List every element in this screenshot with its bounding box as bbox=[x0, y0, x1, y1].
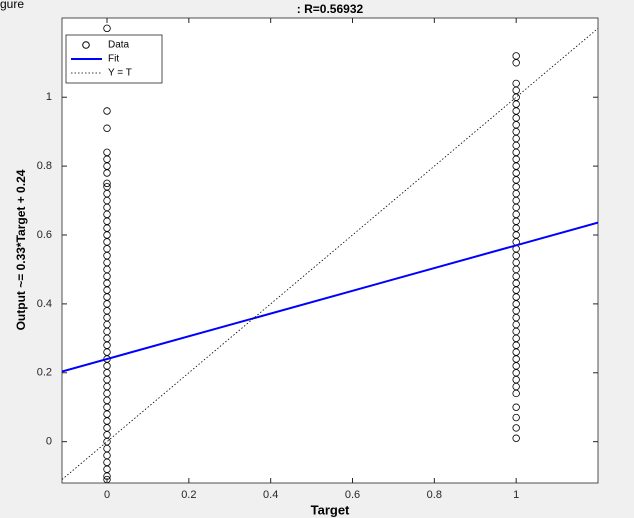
data-point bbox=[512, 389, 520, 398]
series-line bbox=[62, 221, 598, 373]
y-tick-label: 0.2 bbox=[37, 367, 52, 379]
x-tick-label: 0.6 bbox=[345, 489, 360, 501]
chart-title: : R=0.56932 bbox=[297, 2, 364, 16]
legend-label: Y = T bbox=[108, 68, 132, 79]
x-tick-label: 1 bbox=[513, 489, 519, 501]
data-point bbox=[103, 124, 111, 132]
x-tick-label: 0.2 bbox=[181, 489, 196, 501]
data-point bbox=[103, 169, 111, 177]
plot-area bbox=[61, 17, 599, 484]
data-point bbox=[103, 107, 111, 115]
legend-label: Fit bbox=[108, 54, 119, 65]
y-axis-label: Output ~= 0.33*Target + 0.24 bbox=[14, 169, 28, 330]
y-tick-label: 0.8 bbox=[37, 160, 52, 172]
plot-content bbox=[62, 24, 598, 483]
window-title: gure bbox=[0, 0, 24, 11]
data-point bbox=[512, 413, 520, 422]
y-tick-label: 0.6 bbox=[37, 229, 52, 241]
data-point bbox=[512, 424, 520, 432]
legend-marker bbox=[82, 41, 90, 49]
legend-label: Data bbox=[108, 40, 130, 51]
data-point bbox=[512, 59, 520, 67]
data-point bbox=[512, 434, 520, 442]
data-point bbox=[512, 403, 520, 411]
x-tick-label: 0.8 bbox=[427, 489, 442, 501]
y-tick-label: 0.4 bbox=[37, 298, 52, 310]
x-tick-label: 0.4 bbox=[263, 489, 278, 501]
data-point bbox=[103, 179, 111, 188]
series-line bbox=[62, 28, 598, 480]
data-point bbox=[103, 24, 111, 33]
x-axis-label: Target bbox=[311, 502, 350, 517]
x-tick-label: 0 bbox=[104, 489, 110, 501]
y-tick-label: 0 bbox=[46, 436, 52, 448]
y-tick-label: 1 bbox=[46, 91, 52, 103]
